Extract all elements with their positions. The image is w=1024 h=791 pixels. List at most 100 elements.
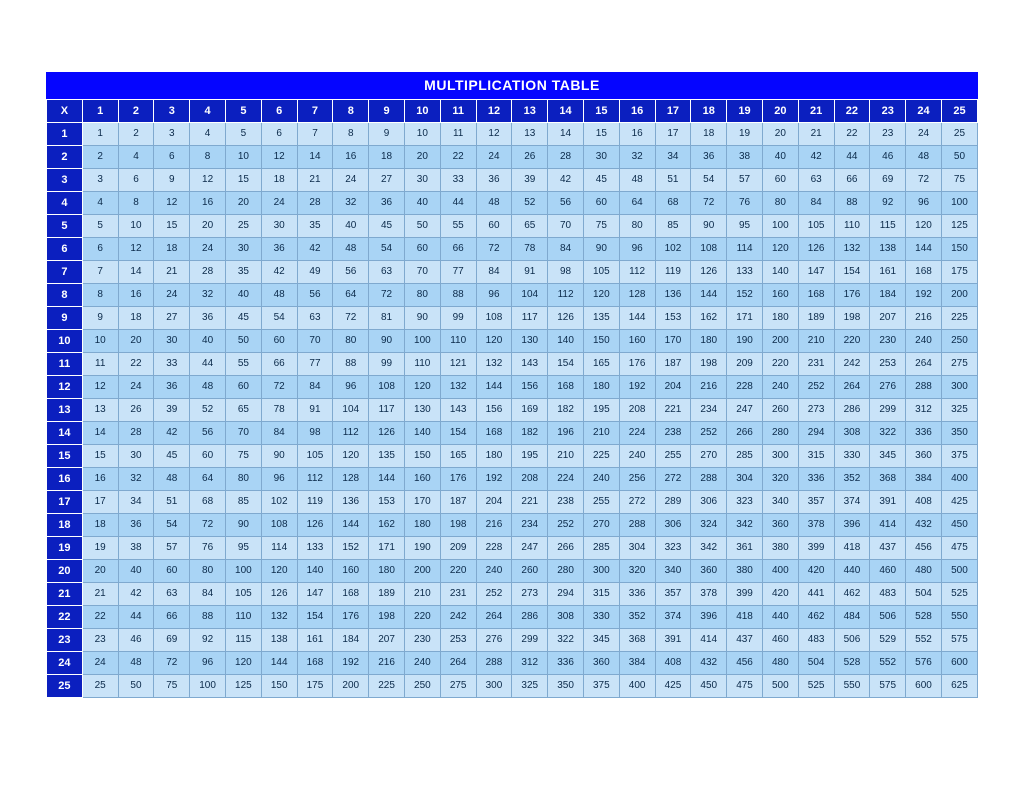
cell: 200 bbox=[404, 560, 440, 583]
cell: 56 bbox=[297, 284, 333, 307]
col-header: 3 bbox=[154, 100, 190, 123]
cell: 117 bbox=[512, 307, 548, 330]
cell: 280 bbox=[548, 560, 584, 583]
cell: 96 bbox=[906, 192, 942, 215]
cell: 187 bbox=[655, 353, 691, 376]
cell: 432 bbox=[906, 514, 942, 537]
cell: 234 bbox=[512, 514, 548, 537]
cell: 276 bbox=[476, 629, 512, 652]
cell: 65 bbox=[225, 399, 261, 422]
cell: 500 bbox=[941, 560, 977, 583]
row-header: 9 bbox=[47, 307, 83, 330]
cell: 184 bbox=[870, 284, 906, 307]
cell: 144 bbox=[369, 468, 405, 491]
cell: 9 bbox=[82, 307, 118, 330]
table-row: 1717345168851021191361531701872042212382… bbox=[47, 491, 978, 514]
cell: 288 bbox=[691, 468, 727, 491]
cell: 280 bbox=[762, 422, 798, 445]
cell: 95 bbox=[727, 215, 763, 238]
cell: 4 bbox=[118, 146, 154, 169]
cell: 30 bbox=[225, 238, 261, 261]
cell: 54 bbox=[691, 169, 727, 192]
cell: 12 bbox=[118, 238, 154, 261]
cell: 20 bbox=[118, 330, 154, 353]
cell: 288 bbox=[476, 652, 512, 675]
table-row: 1010203040506070809010011012013014015016… bbox=[47, 330, 978, 353]
cell: 23 bbox=[82, 629, 118, 652]
cell: 125 bbox=[225, 675, 261, 698]
cell: 360 bbox=[762, 514, 798, 537]
cell: 56 bbox=[333, 261, 369, 284]
cell: 160 bbox=[619, 330, 655, 353]
cell: 209 bbox=[727, 353, 763, 376]
cell: 66 bbox=[154, 606, 190, 629]
cell: 2 bbox=[118, 123, 154, 146]
cell: 32 bbox=[619, 146, 655, 169]
cell: 270 bbox=[691, 445, 727, 468]
cell: 90 bbox=[404, 307, 440, 330]
cell: 72 bbox=[691, 192, 727, 215]
cell: 24 bbox=[118, 376, 154, 399]
col-header: 16 bbox=[619, 100, 655, 123]
cell: 88 bbox=[834, 192, 870, 215]
cell: 54 bbox=[154, 514, 190, 537]
cell: 378 bbox=[798, 514, 834, 537]
cell: 22 bbox=[118, 353, 154, 376]
row-header: 25 bbox=[47, 675, 83, 698]
cell: 112 bbox=[619, 261, 655, 284]
table-row: 1919385776951141331521711902092282472662… bbox=[47, 537, 978, 560]
row-header: 18 bbox=[47, 514, 83, 537]
cell: 75 bbox=[941, 169, 977, 192]
cell: 10 bbox=[82, 330, 118, 353]
cell: 80 bbox=[619, 215, 655, 238]
cell: 391 bbox=[870, 491, 906, 514]
cell: 23 bbox=[870, 123, 906, 146]
cell: 150 bbox=[583, 330, 619, 353]
cell: 168 bbox=[333, 583, 369, 606]
cell: 42 bbox=[297, 238, 333, 261]
cell: 180 bbox=[762, 307, 798, 330]
cell: 160 bbox=[404, 468, 440, 491]
cell: 40 bbox=[762, 146, 798, 169]
cell: 105 bbox=[297, 445, 333, 468]
cell: 528 bbox=[834, 652, 870, 675]
cell: 162 bbox=[369, 514, 405, 537]
cell: 475 bbox=[941, 537, 977, 560]
cell: 210 bbox=[404, 583, 440, 606]
cell: 340 bbox=[655, 560, 691, 583]
cell: 115 bbox=[225, 629, 261, 652]
cell: 286 bbox=[834, 399, 870, 422]
cell: 6 bbox=[82, 238, 118, 261]
cell: 368 bbox=[619, 629, 655, 652]
col-header: 21 bbox=[798, 100, 834, 123]
col-header: 14 bbox=[548, 100, 584, 123]
row-header: 8 bbox=[47, 284, 83, 307]
cell: 418 bbox=[834, 537, 870, 560]
cell: 252 bbox=[691, 422, 727, 445]
cell: 36 bbox=[261, 238, 297, 261]
cell: 300 bbox=[476, 675, 512, 698]
cell: 65 bbox=[512, 215, 548, 238]
cell: 456 bbox=[906, 537, 942, 560]
cell: 440 bbox=[762, 606, 798, 629]
cell: 299 bbox=[870, 399, 906, 422]
cell: 45 bbox=[154, 445, 190, 468]
cell: 30 bbox=[404, 169, 440, 192]
cell: 95 bbox=[225, 537, 261, 560]
cell: 60 bbox=[154, 560, 190, 583]
col-header: 2 bbox=[118, 100, 154, 123]
cell: 48 bbox=[118, 652, 154, 675]
cell: 115 bbox=[870, 215, 906, 238]
cell: 418 bbox=[727, 606, 763, 629]
cell: 28 bbox=[548, 146, 584, 169]
table-row: 2424487296120144168192216240264288312336… bbox=[47, 652, 978, 675]
cell: 119 bbox=[297, 491, 333, 514]
cell: 52 bbox=[512, 192, 548, 215]
cell: 483 bbox=[870, 583, 906, 606]
cell: 408 bbox=[655, 652, 691, 675]
cell: 21 bbox=[297, 169, 333, 192]
cell: 80 bbox=[762, 192, 798, 215]
cell: 90 bbox=[261, 445, 297, 468]
cell: 220 bbox=[834, 330, 870, 353]
cell: 48 bbox=[333, 238, 369, 261]
